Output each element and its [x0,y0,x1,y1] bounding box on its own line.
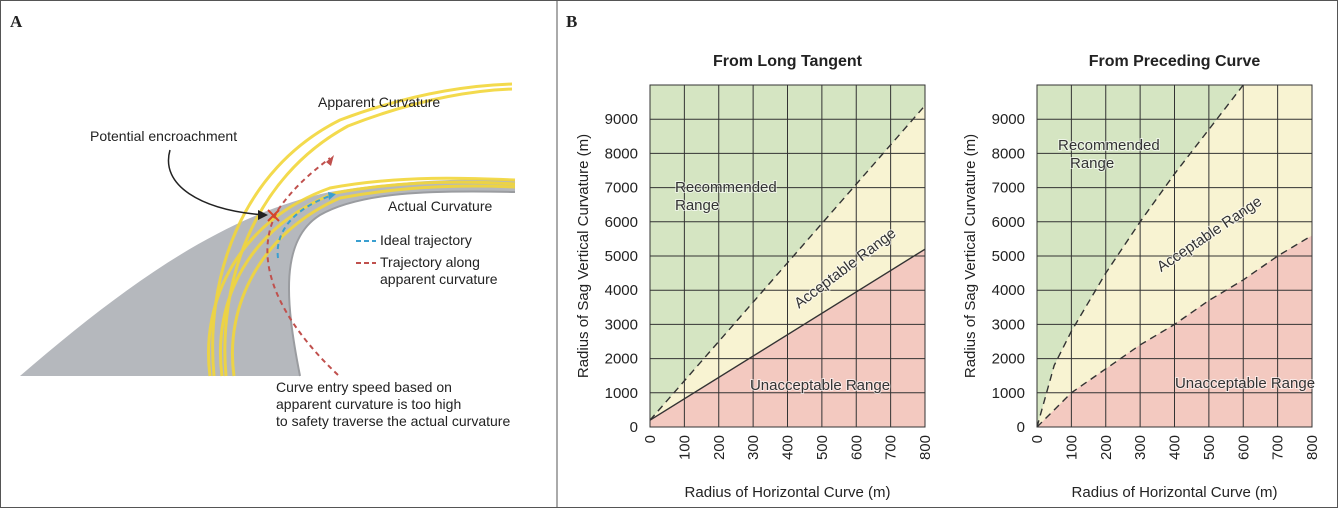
caption-line: Curve entry speed based on [276,379,452,395]
legend-label: Ideal trajectory [380,232,472,248]
y-tick-label: 7000 [605,180,638,197]
figure: A B Apparent Curvature Potential encroac… [0,0,1338,508]
y-tick-label: 3000 [605,316,638,333]
legend-label: apparent curvature [380,271,498,287]
y-tick-label: 2000 [605,351,638,368]
x-tick-label: 800 [1304,435,1321,460]
y-tick-label: 7000 [992,180,1025,197]
y-tick-label: 1000 [992,385,1025,402]
y-tick-label: 3000 [992,316,1025,333]
region-label: Range [1070,155,1114,172]
x-tick-label: 500 [814,435,831,460]
x-tick-label: 300 [745,435,762,460]
y-tick-label: 6000 [992,214,1025,231]
x-tick-label: 500 [1201,435,1218,460]
x-tick-label: 400 [1167,435,1184,460]
x-tick-label: 200 [711,435,728,460]
y-tick-label: 8000 [992,145,1025,162]
x-tick-label: 200 [1098,435,1115,460]
annotation: Actual Curvature [388,198,492,214]
y-tick-label: 4000 [605,282,638,299]
annotation: Potential encroachment [90,128,237,144]
x-tick-label: 800 [917,435,934,460]
x-tick-label: 0 [1029,435,1046,443]
x-tick-label: 700 [883,435,900,460]
x-tick-label: 100 [1063,435,1080,460]
y-tick-label: 9000 [992,111,1025,128]
caption-line: apparent curvature is too high [276,396,461,412]
y-tick-label: 1000 [605,385,638,402]
annotation: Apparent Curvature [318,94,440,110]
x-tick-label: 600 [848,435,865,460]
region-label: Unacceptable Range [1175,375,1315,392]
legend: Ideal trajectory Trajectory alongapparent… [356,232,498,287]
legend-label: Trajectory along [380,254,480,270]
x-tick-label: 0 [642,435,659,443]
x-axis-label: Radius of Horizontal Curve (m) [685,484,891,501]
panel-label: A [10,12,23,31]
region-label: Unacceptable Range [750,377,890,394]
y-axis-label: Radius of Sag Vertical Curvature (m) [575,134,592,378]
chart-title: From Long Tangent [713,53,863,70]
region-label: Recommended [675,179,777,196]
y-tick-label: 0 [1017,419,1025,436]
x-tick-label: 400 [780,435,797,460]
x-axis-label: Radius of Horizontal Curve (m) [1072,484,1278,501]
x-tick-label: 700 [1270,435,1287,460]
y-tick-label: 2000 [992,351,1025,368]
y-tick-label: 8000 [605,145,638,162]
y-tick-label: 9000 [605,111,638,128]
panel-label: B [566,12,577,31]
x-tick-label: 100 [676,435,693,460]
y-tick-label: 4000 [992,282,1025,299]
region-label: Range [675,197,719,214]
y-tick-label: 6000 [605,214,638,231]
region-label: Recommended [1058,137,1160,154]
y-axis-label: Radius of Sag Vertical Curvature (m) [962,134,979,378]
chart-title: From Preceding Curve [1089,53,1261,70]
y-tick-label: 5000 [992,248,1025,265]
y-tick-label: 0 [630,419,638,436]
x-tick-label: 300 [1132,435,1149,460]
y-tick-label: 5000 [605,248,638,265]
x-tick-label: 600 [1235,435,1252,460]
caption-line: to safety traverse the actual curvature [276,413,510,429]
